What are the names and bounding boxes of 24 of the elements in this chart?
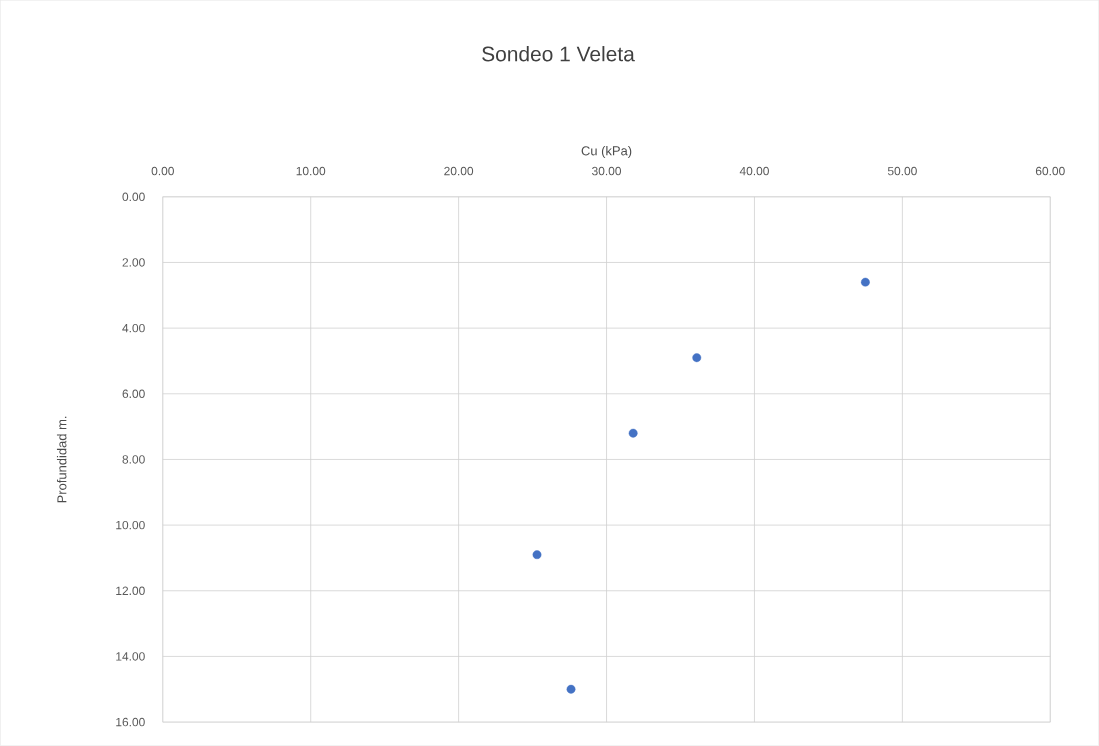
x-tick-label: 60.00 <box>1035 166 1065 176</box>
y-axis-title: Profundidad m. <box>56 416 67 503</box>
x-tick-label: 0.00 <box>151 166 174 176</box>
x-axis-title: Cu (kPa) <box>581 145 632 159</box>
x-tick-label: 10.00 <box>296 166 326 176</box>
chart-title: Sondeo 1 Veleta <box>482 46 635 62</box>
x-tick-label: 40.00 <box>739 166 769 176</box>
y-tick-label: 12.00 <box>116 586 145 596</box>
point <box>628 428 638 438</box>
y-tick-label: 2.00 <box>122 258 145 267</box>
point <box>532 550 542 560</box>
x-tick-label: 20.00 <box>444 166 474 176</box>
y-tick-label: 8.00 <box>122 455 145 464</box>
y-tick-label: 14.00 <box>116 652 145 661</box>
y-tick-label: 0.00 <box>122 192 145 202</box>
x-tick-label: 30.00 <box>592 166 622 176</box>
x-tick-label: 50.00 <box>887 166 917 176</box>
y-tick-label: 10.00 <box>116 520 145 530</box>
y-tick-label: 6.00 <box>122 389 145 399</box>
y-tick-label: 16.00 <box>116 717 145 727</box>
point <box>860 277 870 287</box>
y-tick-label: 4.00 <box>122 323 145 333</box>
point <box>692 353 702 363</box>
point <box>566 684 576 694</box>
